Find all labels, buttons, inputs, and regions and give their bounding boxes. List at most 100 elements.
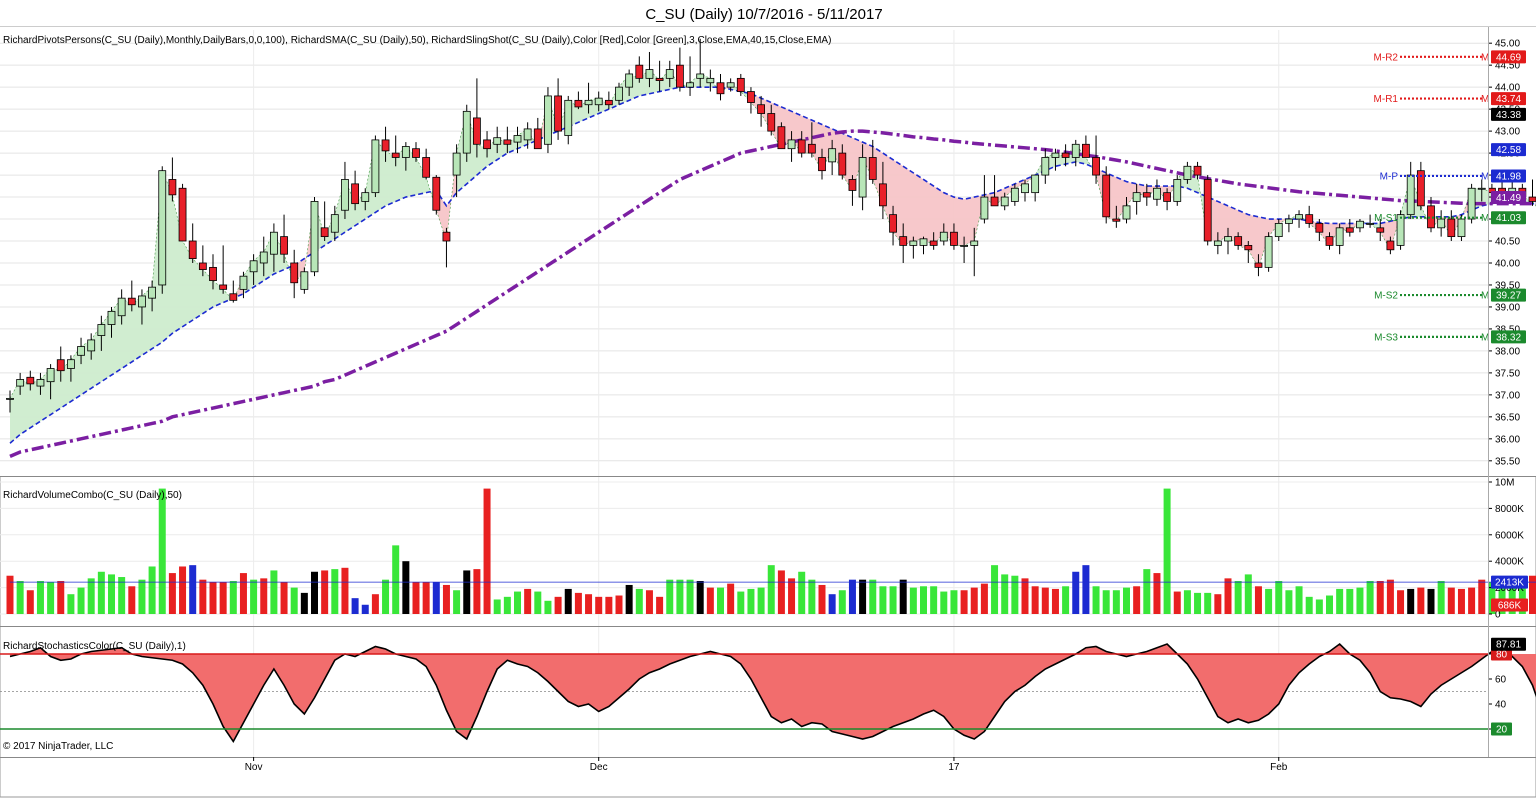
stoch-level-badge [1491, 647, 1512, 661]
candle-down [716, 82, 725, 95]
volume-bar [1275, 581, 1283, 614]
candle-up [1335, 227, 1344, 246]
volume-bar [219, 582, 227, 614]
volume-bar [635, 588, 643, 614]
candle-down [676, 64, 684, 88]
stoch-level-badge [1491, 722, 1512, 736]
candle-up [1173, 179, 1182, 202]
cloud-bearish [1207, 197, 1289, 268]
candle-up [726, 82, 735, 88]
volume-bar [544, 600, 552, 614]
volume-bar [625, 584, 633, 614]
candle-down [554, 95, 562, 132]
candle-up [1366, 223, 1374, 225]
candle-up [1467, 187, 1476, 220]
volume-bar [1508, 577, 1516, 614]
candle-down [1234, 236, 1243, 246]
stochastics-area [0, 642, 1536, 744]
candle-up [46, 368, 55, 383]
volume-bar [615, 595, 623, 614]
stoch-value-badge-text: 87.81 [1496, 640, 1521, 651]
volume-bar [1123, 587, 1130, 614]
volume-bar [706, 587, 714, 614]
candle-down [209, 266, 217, 281]
candle-up [6, 397, 14, 400]
volume-bar [991, 565, 999, 614]
volume-bar [554, 596, 562, 614]
pivot-marker: M [1481, 291, 1489, 302]
volume-bar [564, 588, 572, 614]
candle-down [351, 183, 360, 205]
candle-down [483, 139, 491, 150]
candle-up [645, 69, 654, 79]
candle-up [269, 231, 278, 255]
candle-up [1285, 218, 1293, 224]
volume-bar [930, 586, 938, 614]
pivot-lines: M-R2 M M-R1 M M-P M M-S1 M M-S2 M M-S3 M [1374, 52, 1490, 343]
volume-bar [950, 590, 958, 614]
candle-up [117, 297, 126, 317]
candle-up [493, 137, 502, 145]
candle-up [1153, 187, 1161, 200]
volume-bar [524, 588, 532, 614]
volume-bar [321, 570, 329, 614]
pivot-marker: M [1481, 332, 1489, 343]
volume-bar [1457, 588, 1465, 614]
volume-bar [270, 570, 278, 614]
candle-up [615, 86, 623, 101]
candle-down [848, 179, 857, 191]
volume-bar [920, 586, 927, 614]
volume-bar [1376, 581, 1384, 614]
value-badge [1491, 190, 1526, 204]
value-badge [1491, 107, 1526, 121]
volume-bar [442, 584, 450, 614]
candle-up [341, 179, 349, 211]
volume-bar [1051, 588, 1059, 614]
volume-bar [574, 592, 582, 614]
volume-bar [1397, 590, 1405, 614]
volume-bar [534, 591, 542, 614]
volume-bar [16, 581, 24, 614]
price-tick-label: 39.50 [1495, 280, 1520, 291]
value-badge-text: 41.49 [1496, 193, 1521, 204]
candle-up [1000, 196, 1009, 207]
volume-bar [87, 578, 95, 614]
cloud-bullish [243, 232, 295, 294]
candle-up [1122, 205, 1131, 220]
price-panel: M-R2 M M-R1 M M-P M M-S1 M M-S2 M M-S3 M 35.50 36.00… [0, 27, 1536, 757]
candle-down [1315, 223, 1324, 233]
volume-bar [747, 588, 755, 614]
volume-bar [1153, 573, 1161, 614]
volume-bar [645, 590, 653, 614]
price-indicator-label: RichardPivotsPersons(C_SU (Daily),Monthl… [3, 35, 831, 46]
volume-bar [1285, 590, 1293, 614]
candle-up [1274, 223, 1283, 238]
cloud-bearish [750, 93, 1036, 246]
candle-up [452, 152, 461, 176]
candle-up [686, 82, 694, 88]
candle-down [767, 113, 776, 132]
volume-bar [909, 587, 917, 614]
candle-up [564, 99, 573, 136]
volume-tick-label: 10M [1495, 478, 1514, 489]
candle-down [797, 139, 806, 154]
copyright-text: © 2017 NinjaTrader, LLC [3, 741, 113, 752]
volume-bar [696, 581, 704, 614]
volume-bar [382, 579, 390, 614]
candle-down [868, 157, 877, 180]
candle-down [381, 139, 390, 152]
volume-bars [6, 488, 1536, 614]
candle-down [198, 262, 207, 270]
candle-down [320, 227, 329, 238]
candle-down [1142, 192, 1151, 198]
candle-down [879, 183, 887, 207]
price-tick-label: 44.50 [1495, 61, 1520, 72]
candle-down [472, 117, 481, 145]
volume-bar [168, 573, 176, 614]
volume-bar [1204, 592, 1212, 614]
volume-bar [1112, 590, 1120, 614]
candle-down [280, 236, 288, 255]
candle-down [127, 297, 136, 306]
volume-tick-label: 6000K [1495, 530, 1524, 541]
